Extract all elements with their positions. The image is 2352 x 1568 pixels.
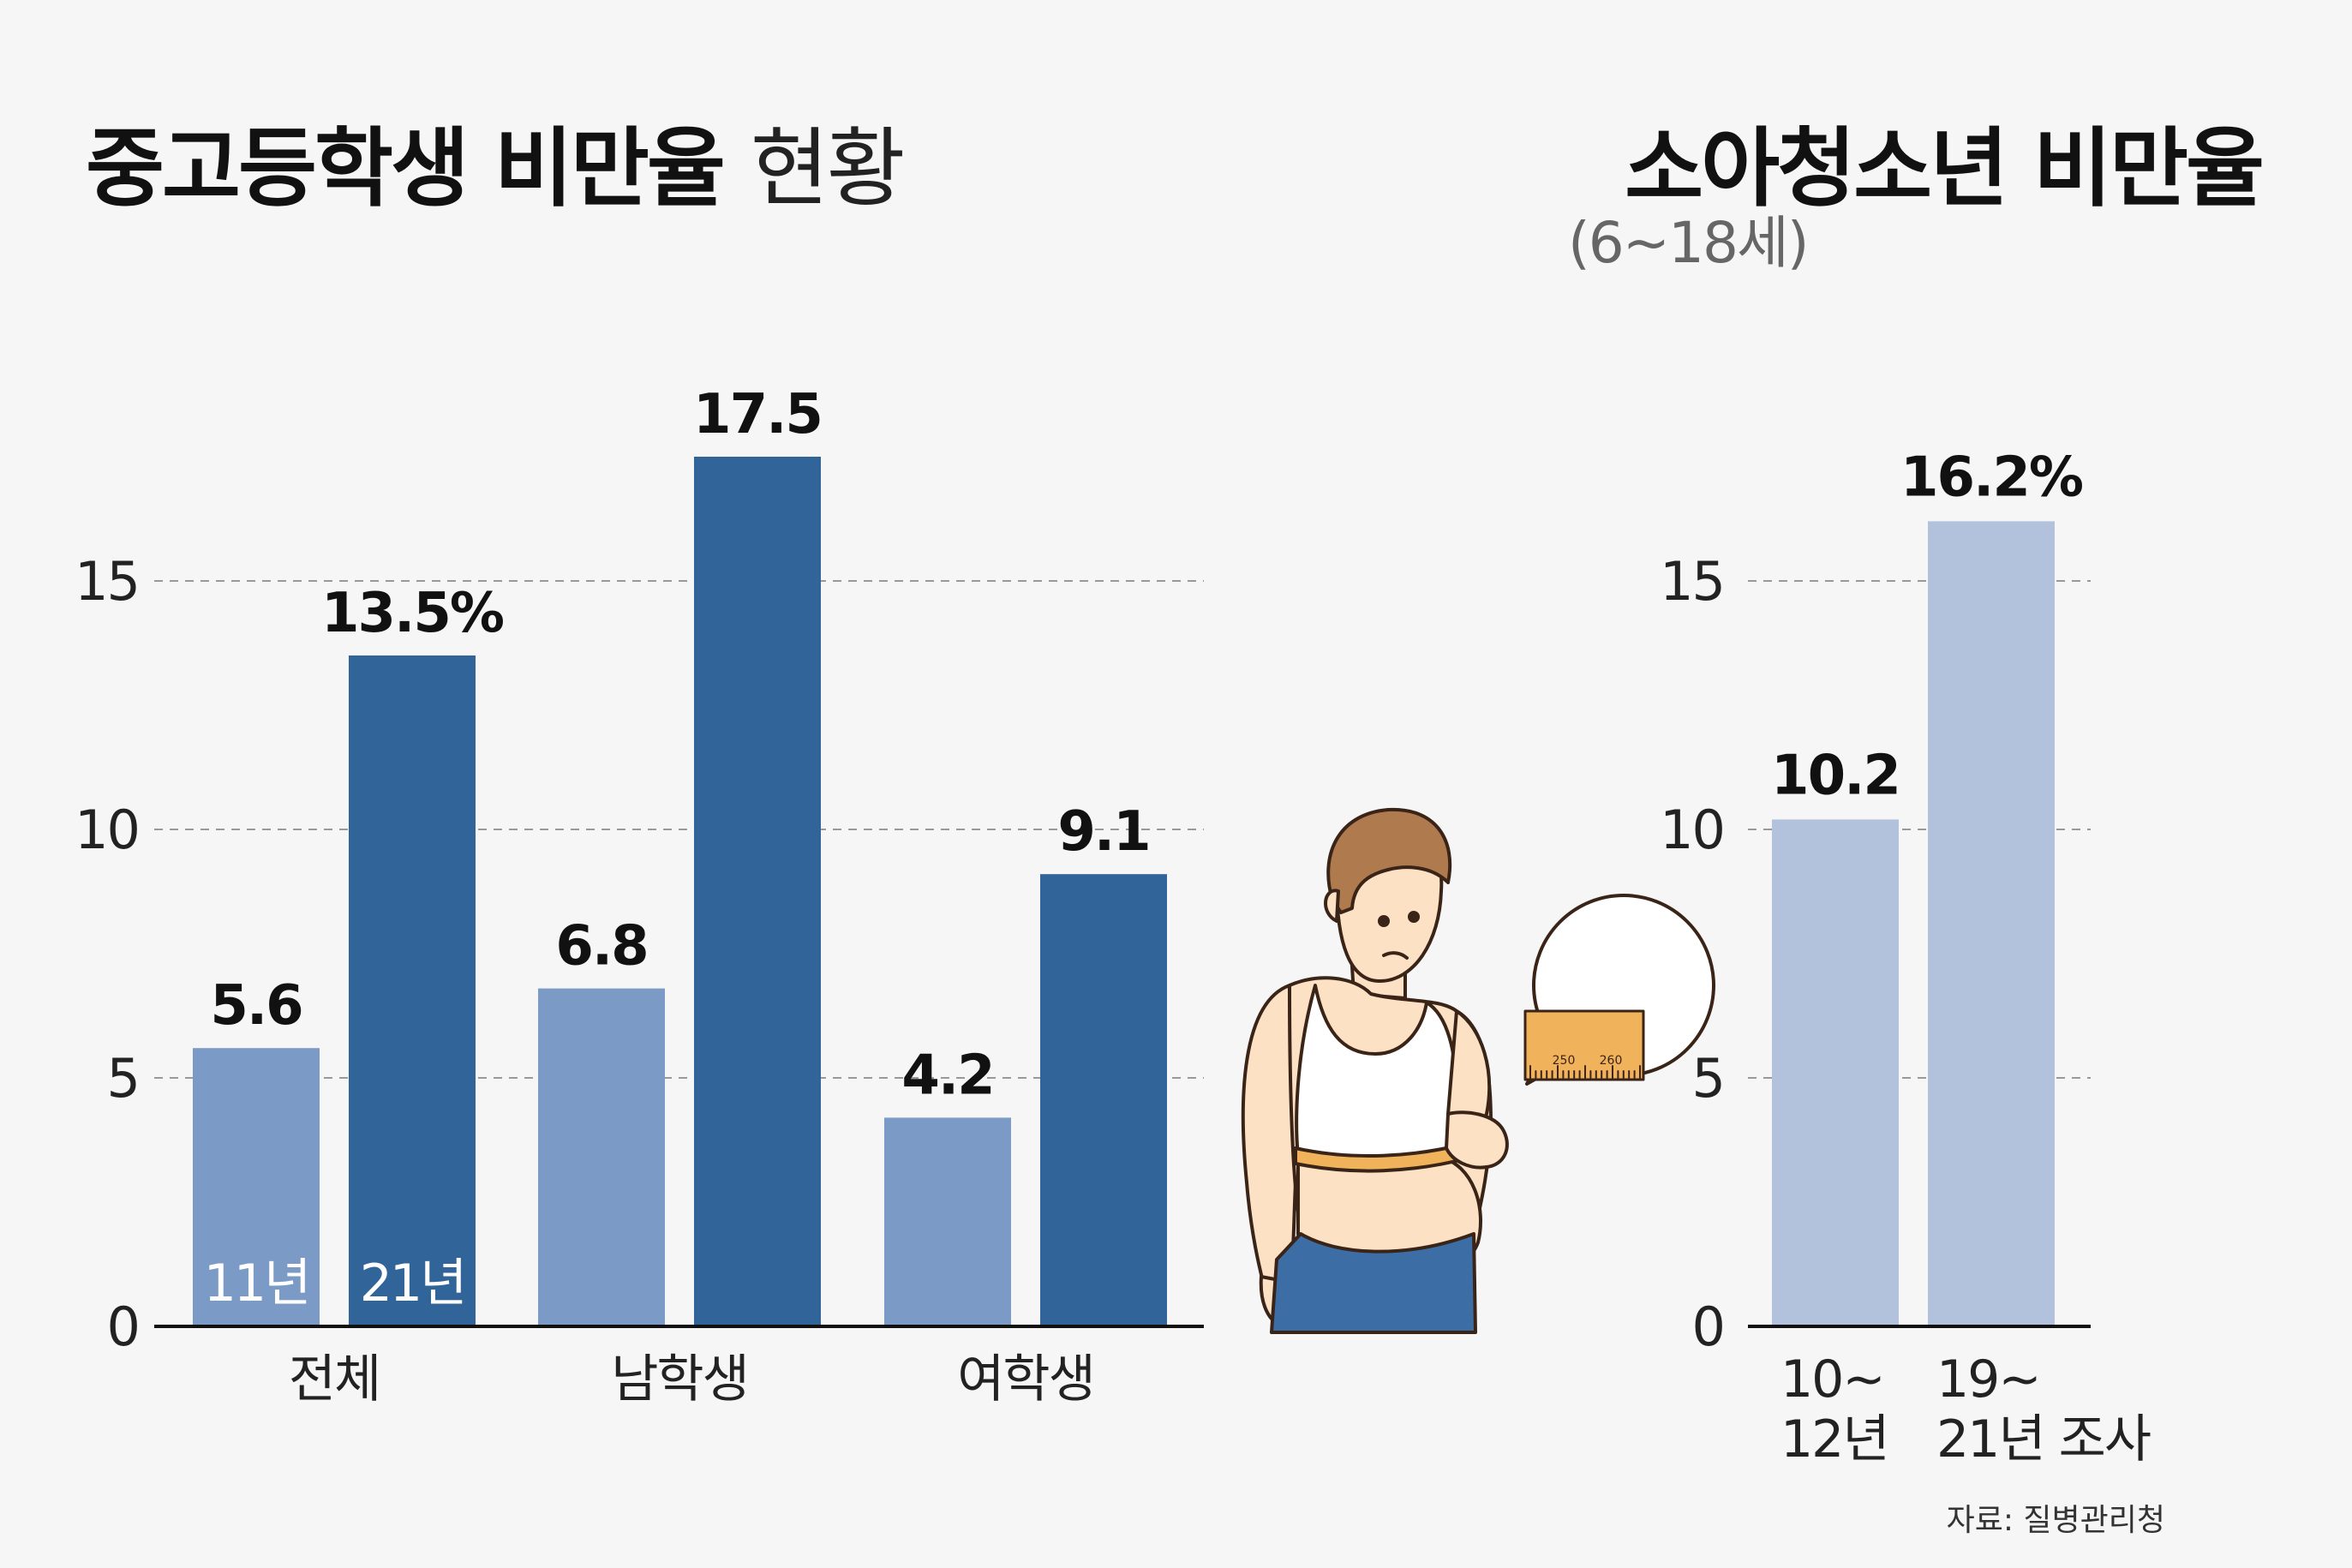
left-value-label-여학생-21년: 9.1 xyxy=(1057,800,1149,864)
left-value-label-여학생-11년: 4.2 xyxy=(901,1044,993,1107)
tank-top-shape xyxy=(1295,984,1459,1158)
tape-mark-250: 250 xyxy=(1553,1054,1576,1068)
right-category-0-line-1: 12년 xyxy=(1780,1409,1888,1469)
hair-shape xyxy=(1326,807,1452,914)
left-bar-남학생-21년 xyxy=(694,457,821,1326)
right-ytick-15: 15 xyxy=(1660,550,1724,613)
right-hand-shape xyxy=(1445,1110,1509,1170)
left-value-label-남학생-21년: 17.5 xyxy=(693,383,822,446)
left-chart-title: 중고등학생 비만율 현황 xyxy=(86,99,906,223)
source-note: 자료: 질병관리청 xyxy=(1946,1503,2165,1538)
legend-label-21년: 21년 xyxy=(360,1254,465,1314)
left-arm-shape xyxy=(1241,984,1297,1287)
left-value-label-전체-11년: 5.6 xyxy=(210,974,302,1038)
tape-mark-260: 260 xyxy=(1600,1054,1623,1068)
left-ytick-15: 15 xyxy=(75,550,139,613)
left-chart-title-light: 현황 xyxy=(750,118,906,218)
left-value-label-전체-21년: 13.5% xyxy=(321,582,504,645)
eye-right xyxy=(1408,911,1420,923)
right-category-0-line-0: 10~ xyxy=(1780,1350,1884,1409)
left-ytick-5: 5 xyxy=(107,1047,139,1110)
right-category-1-line-1: 21년 조사 xyxy=(1936,1409,2151,1469)
right-bar-1 xyxy=(1928,521,2055,1326)
right-bar-0 xyxy=(1772,819,1899,1326)
left-bar-여학생-11년 xyxy=(884,1117,1011,1326)
legend-label-11년: 11년 xyxy=(204,1254,309,1314)
left-category-남학생: 남학생 xyxy=(611,1350,748,1409)
left-bar-전체-21년 xyxy=(349,655,476,1326)
right-chart: 0 5 10 15 10.2 10~12년 16.2% 19~21년 조사 xyxy=(1660,446,2152,1469)
right-ytick-0: 0 xyxy=(1692,1296,1724,1358)
left-value-label-남학생-11년: 6.8 xyxy=(555,915,647,979)
jeans-shape xyxy=(1270,1232,1477,1334)
left-chart-title-bold: 중고등학생 비만율 xyxy=(86,118,726,218)
left-category-여학생: 여학생 xyxy=(957,1350,1094,1409)
right-ytick-5: 5 xyxy=(1692,1047,1724,1110)
ear-shape xyxy=(1324,889,1340,923)
left-bar-전체-11년 xyxy=(193,1048,320,1326)
eye-left xyxy=(1378,915,1390,927)
right-chart-subtitle: (6~18세) xyxy=(1568,210,1809,276)
left-ytick-0: 0 xyxy=(107,1296,139,1358)
right-value-label-1: 16.2% xyxy=(1900,446,2083,509)
left-ytick-10: 10 xyxy=(75,799,139,861)
right-ytick-10: 10 xyxy=(1660,799,1724,861)
tape-closeup-ticks xyxy=(1529,1065,1641,1079)
right-category-1-line-0: 19~ xyxy=(1936,1350,2040,1409)
left-bar-남학생-11년 xyxy=(538,988,665,1326)
left-category-전체: 전체 xyxy=(289,1350,380,1409)
right-value-label-0: 10.2 xyxy=(1771,744,1900,807)
left-bar-여학생-21년 xyxy=(1040,874,1167,1326)
mouth-shape xyxy=(1382,951,1409,960)
right-chart-title: 소아청소년 비만율 xyxy=(1625,118,2265,218)
person-measuring-waist-illustration: 250 260 xyxy=(1241,807,1715,1334)
